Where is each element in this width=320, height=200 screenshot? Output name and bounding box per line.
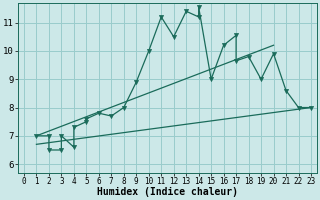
X-axis label: Humidex (Indice chaleur): Humidex (Indice chaleur) (97, 187, 238, 197)
